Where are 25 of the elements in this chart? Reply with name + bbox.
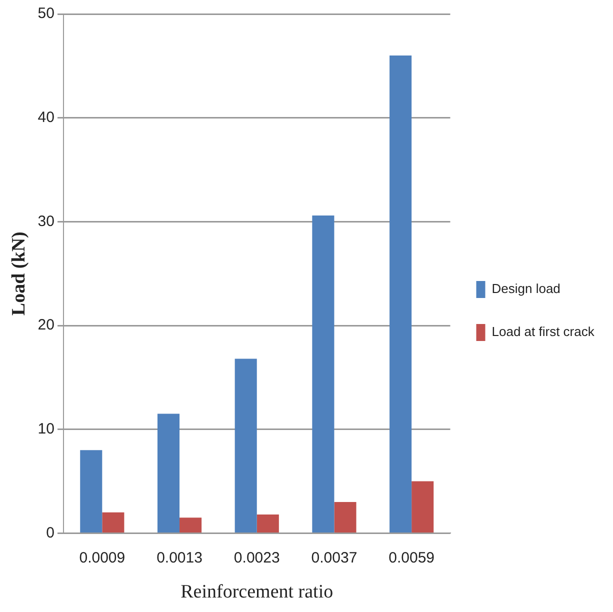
y-axis-title: Load (kN) [8,232,30,316]
x-axis-title: Reinforcement ratio [180,582,334,603]
bar [80,450,102,532]
y-tick-label: 0 [46,524,54,542]
x-tick-label: 0.0037 [311,549,358,566]
bar [390,56,412,532]
bar [256,514,279,532]
bar [412,481,434,532]
bar [102,512,124,532]
y-tick-label: 30 [38,212,54,230]
bar [157,414,180,532]
x-tick-label: 0.0059 [388,549,435,566]
y-tick-label: 50 [38,5,54,22]
legend-label: Load at first crack [492,324,595,340]
x-tick-label: 0.0013 [156,549,202,566]
y-tick-label: 10 [38,420,54,438]
x-tick-label: 0.0009 [79,549,126,566]
bar [180,518,202,532]
y-tick-label: 20 [38,316,54,334]
bar [312,215,334,532]
y-tick-label: 40 [38,108,54,126]
legend-label: Design load [492,281,560,296]
x-tick-label: 0.0023 [234,549,280,566]
bar [334,502,356,532]
bar [234,358,257,532]
